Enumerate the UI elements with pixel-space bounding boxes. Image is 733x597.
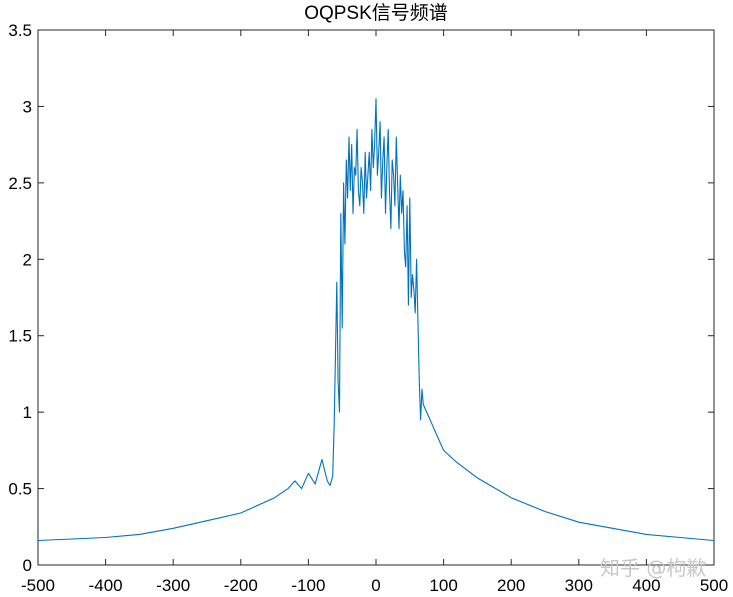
y-tick-label: 1 xyxy=(23,403,32,422)
y-axis: 0 0.5 1 1.5 2 2.5 3 3.5 xyxy=(8,21,714,575)
series-line-0 xyxy=(37,98,715,542)
x-tick-label: 200 xyxy=(497,576,525,595)
x-tick-label: -300 xyxy=(156,576,190,595)
plot-area xyxy=(37,29,715,566)
y-tick-label: 3 xyxy=(23,97,32,116)
y-tick-label: 2 xyxy=(23,250,32,269)
x-tick-label: -200 xyxy=(224,576,258,595)
y-tick-label: 1.5 xyxy=(8,327,32,346)
x-tick-label: 300 xyxy=(565,576,593,595)
chart-title: OQPSK信号频谱 xyxy=(304,2,448,24)
x-tick-label: -400 xyxy=(89,576,123,595)
y-tick-label: 3.5 xyxy=(8,21,32,40)
x-tick-label: 0 xyxy=(371,576,380,595)
x-tick-label: 500 xyxy=(700,576,728,595)
x-tick-label: -100 xyxy=(291,576,325,595)
x-tick-label: 400 xyxy=(632,576,660,595)
x-tick-label: -500 xyxy=(21,576,55,595)
x-tick-label: 100 xyxy=(429,576,457,595)
y-tick-label: 0.5 xyxy=(8,480,32,499)
y-tick-label: 2.5 xyxy=(8,174,32,193)
y-tick-label: 0 xyxy=(23,556,32,575)
watermark: 知乎 @枸歉 xyxy=(600,556,707,580)
x-axis: -500 -400 -300 -200 -100 0 100 200 300 400 500 xyxy=(21,30,728,595)
